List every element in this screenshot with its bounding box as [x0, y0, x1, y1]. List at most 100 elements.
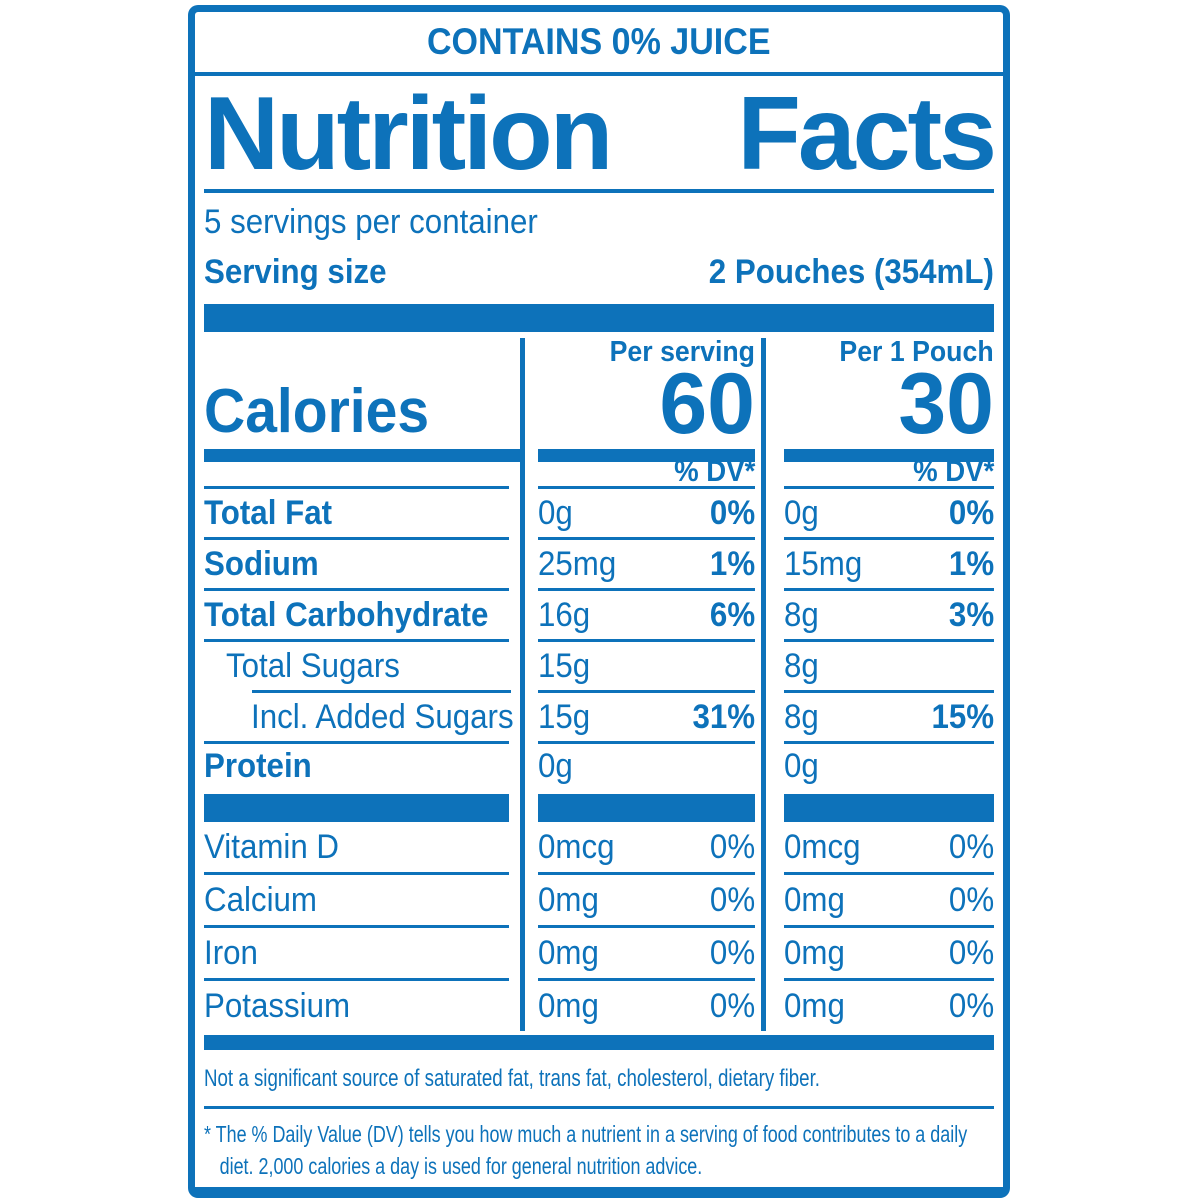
- row-separator: [204, 741, 994, 744]
- page-title: Nutrition Facts: [204, 76, 997, 193]
- section-bar-mid: [204, 794, 994, 822]
- nutrient-row-total-sugars: Total Sugars 15g 8g: [204, 642, 994, 690]
- row-separator: [204, 978, 994, 981]
- serving-dv: 0%: [709, 880, 755, 919]
- calories-per-serving-value: 60: [659, 356, 755, 452]
- serving-amount: 0mg: [538, 933, 599, 972]
- nutrient-label: Incl. Added Sugars: [251, 697, 514, 736]
- calories-underline-pouch: [784, 448, 994, 462]
- dv-header-row: % DV* % DV*: [204, 448, 994, 488]
- pouch-amount: 8g: [784, 646, 819, 685]
- nutrient-label: Total Fat: [204, 493, 333, 532]
- serving-amount: 0mcg: [538, 827, 615, 866]
- column-divider-1: [520, 338, 525, 1031]
- vitamin-row-iron: Iron 0mg 0% 0mg 0%: [204, 928, 994, 978]
- section-bar-bottom: [204, 1035, 994, 1050]
- serving-amount: 0g: [538, 493, 573, 532]
- row-separator: [204, 588, 994, 591]
- nutrient-label: Protein: [204, 746, 312, 785]
- title-word-2: Facts: [737, 76, 997, 193]
- label-content: Nutrition Facts 5 servings per container…: [195, 78, 1003, 1182]
- vitamin-row-vitamin-d: Vitamin D 0mcg 0% 0mcg 0%: [204, 822, 994, 872]
- pouch-dv: 0%: [948, 827, 994, 866]
- title-divider: [204, 189, 994, 193]
- juice-content-text: CONTAINS 0% JUICE: [427, 21, 771, 62]
- serving-amount: 15g: [538, 697, 591, 736]
- pouch-dv: 1%: [948, 544, 994, 583]
- nutrient-row-total-carbohydrate: Total Carbohydrate 16g 6% 8g 3%: [204, 591, 994, 639]
- nutrient-label: Total Carbohydrate: [204, 595, 489, 634]
- nutrition-table: Calories Per serving 60 Per 1 Pouch 30 %…: [204, 338, 994, 1031]
- nutrient-label: Total Sugars: [226, 646, 400, 685]
- calories-cell: Calories: [204, 338, 522, 462]
- serving-dv: 1%: [709, 544, 755, 583]
- serving-amount: 15g: [538, 646, 591, 685]
- daily-value-footnote: * The % Daily Value (DV) tells you how m…: [204, 1121, 968, 1179]
- vitamin-label: Potassium: [204, 986, 351, 1025]
- row-separator: [204, 872, 994, 875]
- serving-size-row: Serving size 2 Pouches (354mL): [204, 252, 994, 292]
- pouch-dv: 15%: [931, 697, 994, 736]
- row-separator: [204, 486, 994, 489]
- pouch-dv: 3%: [948, 595, 994, 634]
- pouch-dv: 0%: [948, 986, 994, 1025]
- vitamin-row-calcium: Calcium 0mg 0% 0mg 0%: [204, 875, 994, 925]
- serving-size-label: Serving size: [204, 253, 387, 291]
- calories-label: Calories: [204, 376, 430, 446]
- nutrient-row-sodium: Sodium 25mg 1% 15mg 1%: [204, 540, 994, 588]
- column-divider-2: [761, 338, 766, 1031]
- row-separator: [204, 925, 994, 928]
- vitamin-label: Vitamin D: [204, 827, 340, 866]
- nutrition-facts-label: CONTAINS 0% JUICE Nutrition Facts 5 serv…: [188, 5, 1010, 1198]
- serving-dv: 0%: [709, 827, 755, 866]
- vitamin-label: Calcium: [204, 880, 317, 919]
- row-separator: [204, 537, 994, 540]
- pouch-amount: 8g: [784, 595, 819, 634]
- pouch-amount: 15mg: [784, 544, 863, 583]
- pouch-amount: 0g: [784, 746, 819, 785]
- footnote-divider: [204, 1106, 994, 1109]
- row-separator: [204, 639, 994, 642]
- pouch-dv: 0%: [948, 933, 994, 972]
- juice-content-banner: CONTAINS 0% JUICE: [195, 12, 1003, 76]
- section-bar-top: [204, 304, 994, 332]
- nutrient-row-protein: Protein 0g 0g: [204, 744, 994, 788]
- serving-dv: 0%: [709, 986, 755, 1025]
- row-separator-indented: [204, 690, 994, 693]
- servings-per-container: 5 servings per container: [204, 203, 538, 241]
- per-pouch-label: Per 1 Pouch: [839, 336, 994, 368]
- per-serving-cell: Per serving 60: [522, 338, 764, 462]
- serving-size-value: 2 Pouches (354mL): [708, 253, 994, 291]
- dv-header-pouch: % DV*: [912, 455, 994, 488]
- serving-dv: 31%: [692, 697, 755, 736]
- serving-dv: 0%: [709, 933, 755, 972]
- nutrient-label: Sodium: [204, 544, 319, 583]
- not-significant-note: Not a significant source of saturated fa…: [204, 1065, 821, 1092]
- pouch-amount: 0mg: [784, 880, 845, 919]
- calories-per-pouch-value: 30: [898, 356, 994, 452]
- serving-amount: 16g: [538, 595, 591, 634]
- serving-dv: 0%: [709, 493, 755, 532]
- serving-dv: 6%: [709, 595, 755, 634]
- pouch-amount: 0mg: [784, 986, 845, 1025]
- calories-row: Calories Per serving 60 Per 1 Pouch 30: [204, 338, 994, 462]
- nutrient-row-added-sugars: Incl. Added Sugars 15g 31% 8g 15%: [204, 693, 994, 741]
- pouch-dv: 0%: [948, 880, 994, 919]
- title-word-1: Nutrition: [204, 76, 613, 193]
- calories-underline-left: [204, 448, 522, 462]
- pouch-amount: 0mg: [784, 933, 845, 972]
- vitamin-label: Iron: [204, 933, 258, 972]
- pouch-amount: 0g: [784, 493, 819, 532]
- per-pouch-cell: Per 1 Pouch 30: [764, 338, 994, 462]
- per-serving-label: Per serving: [609, 336, 755, 368]
- dv-header-serving: % DV*: [673, 455, 755, 488]
- nutrient-row-total-fat: Total Fat 0g 0% 0g 0%: [204, 489, 994, 537]
- pouch-amount: 8g: [784, 697, 819, 736]
- pouch-amount: 0mcg: [784, 827, 861, 866]
- serving-amount: 0g: [538, 746, 573, 785]
- pouch-dv: 0%: [948, 493, 994, 532]
- calories-underline-serving: [538, 448, 755, 462]
- serving-amount: 0mg: [538, 880, 599, 919]
- serving-amount: 0mg: [538, 986, 599, 1025]
- serving-amount: 25mg: [538, 544, 617, 583]
